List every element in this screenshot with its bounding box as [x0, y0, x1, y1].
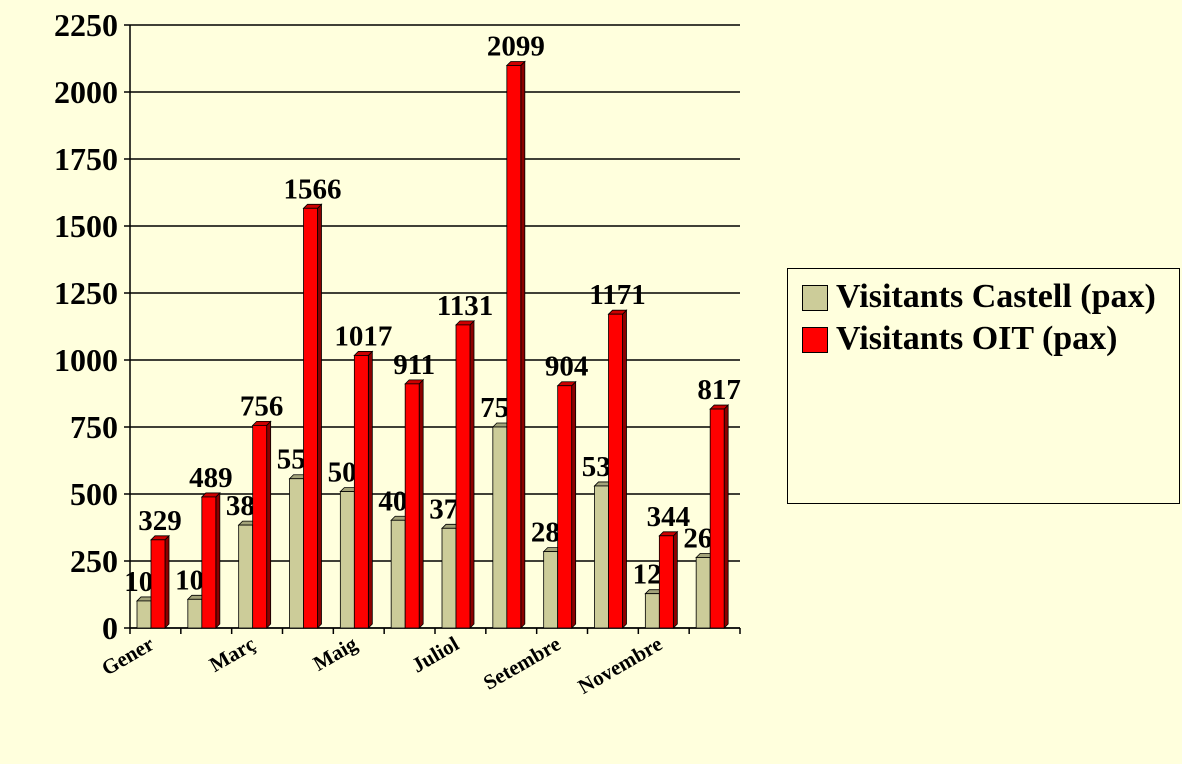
y-tick-label: 2000 — [54, 74, 118, 110]
bar — [404, 383, 420, 629]
data-label: 2099 — [487, 30, 545, 62]
bar-side — [418, 378, 424, 629]
bar — [289, 478, 304, 629]
data-label: 911 — [393, 349, 435, 381]
bar-side — [520, 60, 526, 629]
bar — [339, 491, 355, 629]
chart: 0250500750100012501500175020002250101329… — [54, 7, 741, 699]
x-tick-label: Novembre — [574, 632, 666, 699]
legend-item: Visitants OIT (pax) — [802, 319, 1179, 359]
legend: Visitants Castell (pax) Visitants OIT (pa… — [787, 268, 1180, 504]
bar-side — [266, 420, 272, 629]
y-tick-label: 2250 — [54, 7, 118, 43]
data-label: 904 — [545, 351, 589, 383]
bar-side — [164, 534, 170, 629]
legend-swatch — [802, 285, 828, 311]
y-tick-label: 1500 — [54, 208, 118, 244]
bar — [709, 408, 725, 629]
bar — [238, 524, 254, 629]
bar-side — [672, 530, 678, 629]
data-label: 756 — [240, 390, 284, 422]
bar-side — [367, 350, 373, 629]
bar — [492, 426, 508, 629]
bar — [187, 598, 203, 629]
legend-swatch — [802, 327, 828, 353]
y-tick-label: 1750 — [54, 141, 118, 177]
data-label: 817 — [697, 374, 741, 406]
bar-side — [215, 491, 221, 629]
x-tick-label: Setembre — [479, 632, 564, 695]
bar — [695, 557, 711, 629]
bar-side — [469, 319, 475, 629]
bar — [252, 424, 268, 629]
y-tick-label: 1250 — [54, 275, 118, 311]
data-label: 1131 — [437, 290, 493, 322]
data-label: 344 — [647, 501, 691, 533]
bar — [303, 207, 318, 629]
y-tick-label: 0 — [102, 610, 118, 646]
bar — [557, 385, 573, 629]
bar-side — [622, 309, 627, 629]
bar — [353, 355, 369, 629]
y-tick-label: 1000 — [54, 342, 118, 378]
data-label: 1566 — [284, 173, 342, 205]
bar-side — [571, 380, 577, 629]
bar — [594, 485, 609, 629]
data-label: 329 — [138, 505, 182, 537]
data-label: 1017 — [334, 320, 392, 352]
bar — [150, 539, 166, 629]
bar — [543, 551, 559, 629]
bar — [441, 527, 457, 629]
bar — [390, 519, 406, 629]
bar — [608, 313, 623, 629]
bar — [136, 600, 152, 629]
x-tick-label: Març — [205, 632, 259, 677]
data-label: 1171 — [589, 279, 645, 311]
bar — [455, 324, 471, 629]
y-tick-label: 750 — [70, 409, 118, 445]
bar-side — [317, 203, 322, 629]
y-tick-label: 250 — [70, 543, 118, 579]
bar — [658, 535, 674, 629]
bar — [201, 496, 217, 629]
x-tick-label: Juliol — [407, 631, 463, 677]
bar — [506, 65, 522, 629]
bar-side — [723, 404, 729, 629]
y-tick-label: 500 — [70, 476, 118, 512]
legend-label: Visitants Castell (pax) — [836, 278, 1156, 315]
x-tick-label: Maig — [309, 631, 362, 675]
bar — [644, 593, 660, 629]
data-label: 489 — [189, 462, 233, 494]
legend-item: Visitants Castell (pax) — [802, 277, 1179, 317]
legend-label: Visitants OIT (pax) — [836, 320, 1118, 357]
